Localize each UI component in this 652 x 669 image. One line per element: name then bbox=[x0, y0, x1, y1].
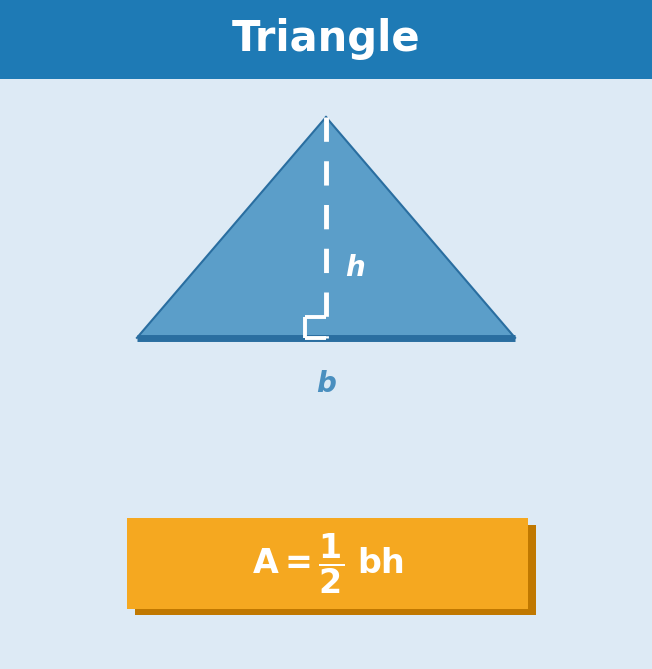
Bar bbox=[135, 525, 536, 615]
Bar bbox=[0, 0, 652, 79]
Text: $\mathbf{A = \dfrac{1}{2}\ bh}$: $\mathbf{A = \dfrac{1}{2}\ bh}$ bbox=[252, 531, 404, 596]
Text: b: b bbox=[316, 370, 336, 398]
Text: h: h bbox=[346, 254, 365, 282]
Polygon shape bbox=[137, 117, 515, 338]
Text: Triangle: Triangle bbox=[231, 19, 421, 60]
Bar bbox=[127, 518, 528, 609]
